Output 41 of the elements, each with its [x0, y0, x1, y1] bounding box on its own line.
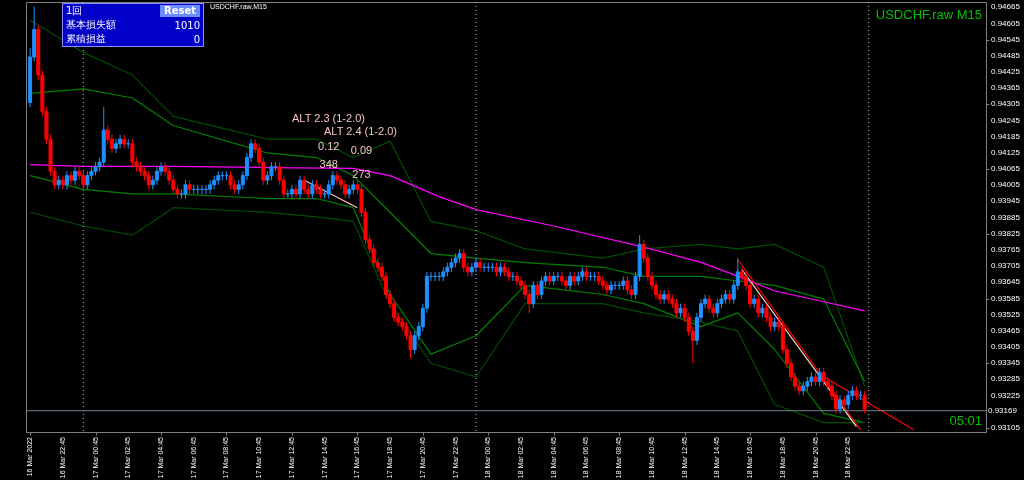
y-tick-label: 0.93945 — [991, 196, 1021, 206]
annotation: 0 — [193, 33, 200, 45]
y-tick-label: 0.93645 — [991, 277, 1021, 287]
y-tick-label: 0.94485 — [991, 50, 1021, 60]
y-tick-label: 0.93405 — [991, 342, 1021, 352]
y-tick-label: 0.93885 — [991, 212, 1021, 222]
y-tick-label: 0.93465 — [991, 325, 1021, 335]
y-tick-label: 0.93705 — [991, 261, 1021, 271]
annotation: 1回 — [66, 4, 83, 18]
y-tick-label: 0.93525 — [991, 309, 1021, 319]
y-tick-label: 0.93285 — [991, 374, 1021, 384]
ref-line-label: 0.93169 — [988, 405, 1018, 415]
annotation: 1010 — [174, 19, 200, 31]
annotation: 0.09 — [350, 144, 373, 157]
annotation: 348 — [319, 158, 338, 171]
annotation: 05:01 — [949, 413, 982, 428]
y-tick-label: 0.93765 — [991, 245, 1021, 255]
y-tick-label: 0.93225 — [991, 390, 1021, 400]
annotation: ALT 2.4 (1-2.0) — [324, 125, 397, 137]
y-tick-label: 0.94125 — [991, 147, 1021, 157]
annotation: ALT 2.3 (1-2.0) — [292, 112, 365, 124]
reset-button: Reset — [160, 5, 200, 17]
y-tick-label: 0.93825 — [991, 228, 1021, 238]
y-tick-label: 0.93105 — [991, 422, 1021, 432]
y-tick-label: 0.94605 — [991, 18, 1021, 28]
annotation: 累積損益 — [66, 32, 106, 46]
y-tick-label: 0.94545 — [991, 34, 1021, 44]
annotation: 0.12 — [318, 139, 340, 152]
annotation: 273 — [352, 167, 371, 180]
y-tick-label: 0.94245 — [991, 115, 1021, 125]
y-tick-label: 0.93585 — [991, 293, 1021, 303]
y-tick-label: 0.93345 — [991, 358, 1021, 368]
y-tick-label: 0.94005 — [991, 180, 1021, 190]
y-tick-label: 0.94065 — [991, 164, 1021, 174]
y-tick-label: 0.94305 — [991, 99, 1021, 109]
y-tick-label: 0.94425 — [991, 67, 1021, 77]
y-tick-label: 0.94365 — [991, 83, 1021, 93]
chart-subtitle: USDCHF.raw M15 — [875, 7, 982, 22]
annotation: 基本損失額 — [66, 18, 116, 32]
y-tick-label: 0.94185 — [991, 131, 1021, 141]
y-tick-label: 0.94665 — [991, 2, 1021, 12]
